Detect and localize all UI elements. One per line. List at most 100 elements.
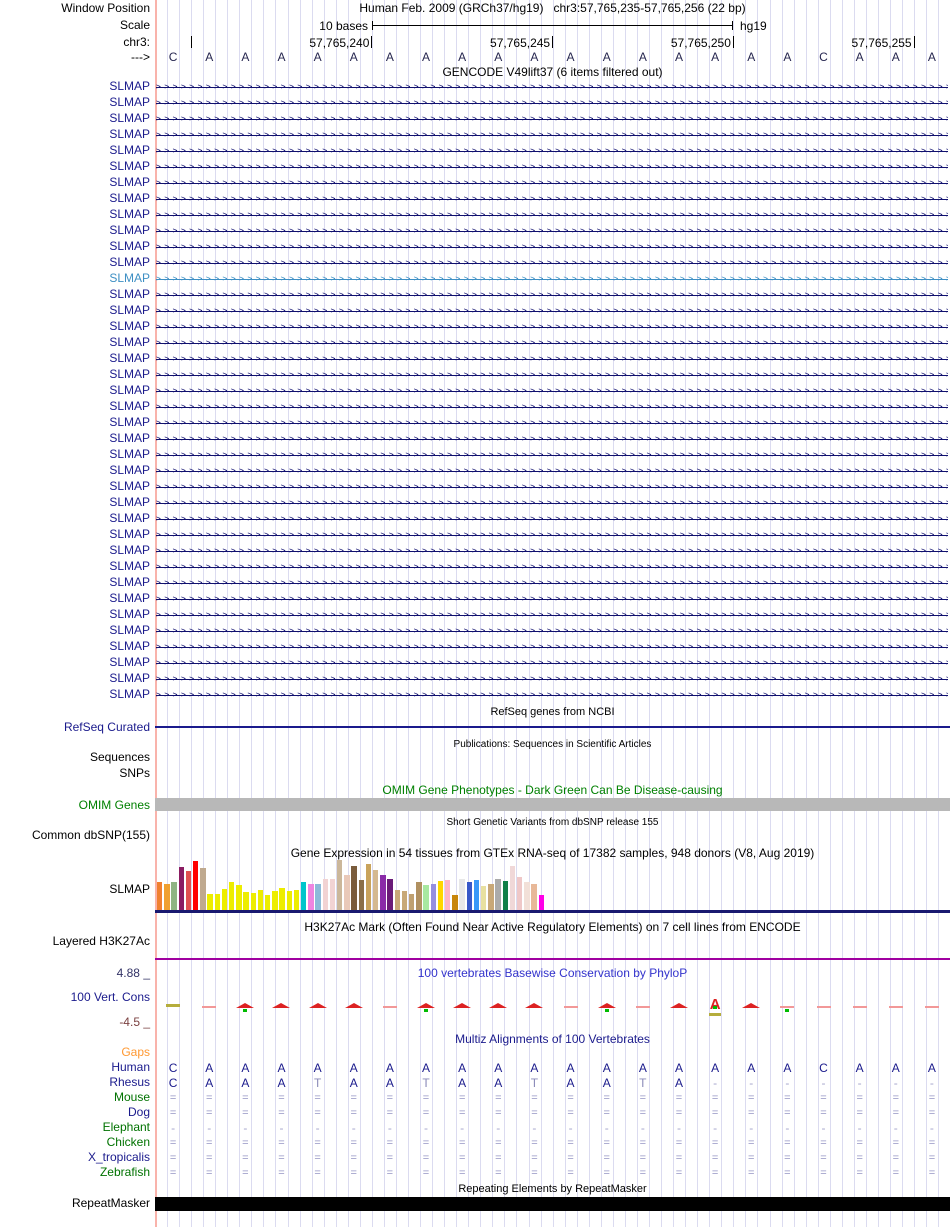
- gtex-bar[interactable]: [531, 884, 537, 910]
- gene-label-slmap[interactable]: SLMAP: [109, 111, 150, 125]
- gene-label-slmap[interactable]: SLMAP: [109, 271, 150, 285]
- gene-transcript-row[interactable]: >>>>>>>>>>>>>>>>>>>>>>>>>>>>>>>>>>>>>>>>…: [156, 626, 948, 636]
- gene-label-slmap[interactable]: SLMAP: [109, 431, 150, 445]
- gtex-bar[interactable]: [524, 882, 530, 910]
- gene-transcript-row[interactable]: >>>>>>>>>>>>>>>>>>>>>>>>>>>>>>>>>>>>>>>>…: [156, 530, 948, 540]
- gtex-bar[interactable]: [308, 884, 314, 910]
- gene-transcript-row[interactable]: >>>>>>>>>>>>>>>>>>>>>>>>>>>>>>>>>>>>>>>>…: [156, 562, 948, 572]
- multiz-species-label[interactable]: Elephant: [102, 1120, 150, 1134]
- gtex-bar[interactable]: [214, 894, 220, 910]
- multiz-species-label[interactable]: Mouse: [113, 1090, 150, 1104]
- gtex-bar[interactable]: [200, 868, 206, 910]
- gene-label-slmap[interactable]: SLMAP: [109, 335, 150, 349]
- multiz-species-label[interactable]: X_tropicalis: [87, 1150, 150, 1164]
- gtex-bar[interactable]: [502, 881, 508, 910]
- gene-transcript-row[interactable]: >>>>>>>>>>>>>>>>>>>>>>>>>>>>>>>>>>>>>>>>…: [156, 210, 948, 220]
- gtex-bar[interactable]: [409, 894, 415, 910]
- gene-label-slmap[interactable]: SLMAP: [109, 671, 150, 685]
- gtex-bar[interactable]: [351, 866, 357, 910]
- gene-transcript-row[interactable]: >>>>>>>>>>>>>>>>>>>>>>>>>>>>>>>>>>>>>>>>…: [156, 370, 948, 380]
- gene-label-slmap[interactable]: SLMAP: [109, 591, 150, 605]
- gtex-bar[interactable]: [423, 885, 429, 910]
- multiz-species-label[interactable]: Chicken: [106, 1135, 150, 1149]
- gene-label-slmap[interactable]: SLMAP: [109, 175, 150, 189]
- multiz-species-label[interactable]: Human: [111, 1060, 150, 1074]
- omim-genes-label[interactable]: OMIM Genes: [78, 798, 150, 812]
- gtex-bar[interactable]: [164, 884, 170, 910]
- gene-transcript-row[interactable]: >>>>>>>>>>>>>>>>>>>>>>>>>>>>>>>>>>>>>>>>…: [156, 354, 948, 364]
- gene-label-slmap[interactable]: SLMAP: [109, 287, 150, 301]
- gene-transcript-row[interactable]: >>>>>>>>>>>>>>>>>>>>>>>>>>>>>>>>>>>>>>>>…: [156, 466, 948, 476]
- refseq-curated-label[interactable]: RefSeq Curated: [63, 720, 150, 734]
- gene-label-slmap[interactable]: SLMAP: [109, 159, 150, 173]
- gtex-bar[interactable]: [171, 882, 177, 910]
- gene-transcript-row[interactable]: >>>>>>>>>>>>>>>>>>>>>>>>>>>>>>>>>>>>>>>>…: [156, 514, 948, 524]
- gtex-bar[interactable]: [229, 882, 235, 910]
- gene-label-slmap[interactable]: SLMAP: [109, 543, 150, 557]
- gene-transcript-row[interactable]: >>>>>>>>>>>>>>>>>>>>>>>>>>>>>>>>>>>>>>>>…: [156, 690, 948, 700]
- multiz-species-label[interactable]: Zebrafish: [99, 1165, 150, 1179]
- gtex-bar[interactable]: [387, 879, 393, 910]
- gtex-bar[interactable]: [358, 880, 364, 910]
- gene-transcript-row[interactable]: >>>>>>>>>>>>>>>>>>>>>>>>>>>>>>>>>>>>>>>>…: [156, 242, 948, 252]
- gene-label-slmap[interactable]: SLMAP: [109, 319, 150, 333]
- gene-transcript-row[interactable]: >>>>>>>>>>>>>>>>>>>>>>>>>>>>>>>>>>>>>>>>…: [156, 130, 948, 140]
- gene-transcript-row[interactable]: >>>>>>>>>>>>>>>>>>>>>>>>>>>>>>>>>>>>>>>>…: [156, 306, 948, 316]
- gtex-bar[interactable]: [286, 891, 292, 910]
- gene-label-slmap[interactable]: SLMAP: [109, 303, 150, 317]
- gtex-bar[interactable]: [401, 891, 408, 910]
- gene-transcript-row[interactable]: >>>>>>>>>>>>>>>>>>>>>>>>>>>>>>>>>>>>>>>>…: [156, 290, 948, 300]
- gene-transcript-row[interactable]: >>>>>>>>>>>>>>>>>>>>>>>>>>>>>>>>>>>>>>>>…: [156, 482, 948, 492]
- gene-label-slmap[interactable]: SLMAP: [109, 79, 150, 93]
- multiz-species-label[interactable]: Dog: [127, 1105, 150, 1119]
- gene-label-slmap[interactable]: SLMAP: [109, 399, 150, 413]
- gene-transcript-row[interactable]: >>>>>>>>>>>>>>>>>>>>>>>>>>>>>>>>>>>>>>>>…: [156, 498, 948, 508]
- gene-label-slmap[interactable]: SLMAP: [109, 415, 150, 429]
- omim-gene-bar[interactable]: [155, 798, 950, 811]
- gene-transcript-row[interactable]: >>>>>>>>>>>>>>>>>>>>>>>>>>>>>>>>>>>>>>>>…: [156, 162, 948, 172]
- repeatmasker-bar[interactable]: [155, 1197, 950, 1211]
- gtex-bar[interactable]: [380, 875, 386, 910]
- gene-transcript-row[interactable]: >>>>>>>>>>>>>>>>>>>>>>>>>>>>>>>>>>>>>>>>…: [156, 82, 948, 92]
- gtex-bar[interactable]: [207, 894, 213, 910]
- gene-label-slmap[interactable]: SLMAP: [109, 367, 150, 381]
- gene-transcript-row[interactable]: >>>>>>>>>>>>>>>>>>>>>>>>>>>>>>>>>>>>>>>>…: [156, 386, 948, 396]
- gene-transcript-row[interactable]: >>>>>>>>>>>>>>>>>>>>>>>>>>>>>>>>>>>>>>>>…: [156, 434, 948, 444]
- gtex-bar[interactable]: [257, 890, 264, 910]
- h3k27ac-track-label[interactable]: Layered H3K27Ac: [52, 934, 150, 948]
- gene-label-slmap[interactable]: SLMAP: [109, 351, 150, 365]
- gtex-bar[interactable]: [445, 880, 451, 910]
- multiz-species-label[interactable]: Gaps: [121, 1045, 150, 1059]
- gtex-bar[interactable]: [157, 882, 163, 910]
- gtex-bar[interactable]: [394, 890, 400, 910]
- gene-label-slmap[interactable]: SLMAP: [109, 655, 150, 669]
- gtex-bar[interactable]: [473, 880, 480, 910]
- gene-transcript-row[interactable]: >>>>>>>>>>>>>>>>>>>>>>>>>>>>>>>>>>>>>>>>…: [156, 658, 948, 668]
- gtex-bar[interactable]: [437, 881, 444, 910]
- gene-label-slmap[interactable]: SLMAP: [109, 191, 150, 205]
- gtex-bar[interactable]: [459, 879, 465, 910]
- gene-transcript-row[interactable]: >>>>>>>>>>>>>>>>>>>>>>>>>>>>>>>>>>>>>>>>…: [156, 178, 948, 188]
- gene-transcript-row[interactable]: >>>>>>>>>>>>>>>>>>>>>>>>>>>>>>>>>>>>>>>>…: [156, 194, 948, 204]
- gtex-bar[interactable]: [185, 871, 192, 910]
- dbsnp-track-label[interactable]: Common dbSNP(155): [31, 828, 150, 842]
- gene-transcript-row[interactable]: >>>>>>>>>>>>>>>>>>>>>>>>>>>>>>>>>>>>>>>>…: [156, 114, 948, 124]
- gtex-bar[interactable]: [243, 892, 249, 910]
- gtex-bar[interactable]: [517, 877, 523, 910]
- gene-transcript-row[interactable]: >>>>>>>>>>>>>>>>>>>>>>>>>>>>>>>>>>>>>>>>…: [156, 578, 948, 588]
- gene-transcript-row[interactable]: >>>>>>>>>>>>>>>>>>>>>>>>>>>>>>>>>>>>>>>>…: [156, 642, 948, 652]
- gene-label-slmap[interactable]: SLMAP: [109, 207, 150, 221]
- gene-transcript-row[interactable]: >>>>>>>>>>>>>>>>>>>>>>>>>>>>>>>>>>>>>>>>…: [156, 274, 948, 284]
- repeatmasker-track-label[interactable]: RepeatMasker: [71, 1196, 150, 1210]
- gtex-bar[interactable]: [279, 888, 285, 910]
- gtex-bar[interactable]: [430, 884, 436, 910]
- gene-transcript-row[interactable]: >>>>>>>>>>>>>>>>>>>>>>>>>>>>>>>>>>>>>>>>…: [156, 674, 948, 684]
- gene-label-slmap[interactable]: SLMAP: [109, 255, 150, 269]
- gene-label-slmap[interactable]: SLMAP: [109, 623, 150, 637]
- gene-label-slmap[interactable]: SLMAP: [109, 575, 150, 589]
- gene-transcript-row[interactable]: >>>>>>>>>>>>>>>>>>>>>>>>>>>>>>>>>>>>>>>>…: [156, 610, 948, 620]
- gtex-bar[interactable]: [365, 864, 372, 910]
- gene-transcript-row[interactable]: >>>>>>>>>>>>>>>>>>>>>>>>>>>>>>>>>>>>>>>>…: [156, 322, 948, 332]
- gtex-bar[interactable]: [488, 884, 494, 910]
- gtex-bar[interactable]: [301, 882, 307, 910]
